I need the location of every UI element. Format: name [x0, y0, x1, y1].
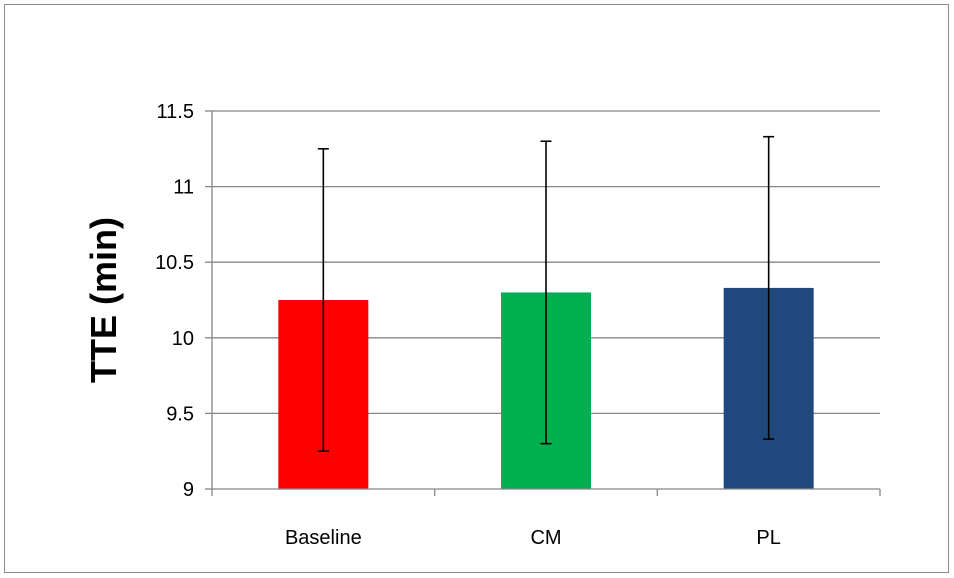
axes [205, 110, 881, 496]
error-bars [317, 135, 775, 453]
y-axis-label: TTE (min) [83, 217, 124, 383]
y-tick-label: 9 [183, 479, 194, 501]
y-tick-labels: 9 9.5 10 10.5 11 11.5 [155, 101, 194, 501]
x-tick-label: CM [530, 527, 561, 549]
y-tick-label: 11 [173, 177, 194, 199]
x-tick-labels: Baseline CM PL [285, 527, 781, 549]
y-tick-label: 9.5 [166, 403, 194, 425]
y-tick-label: 11.5 [157, 101, 194, 123]
y-tick-label: 10 [172, 328, 194, 350]
y-tick-label: 10.5 [155, 252, 194, 274]
x-tick-label: PL [756, 527, 780, 549]
x-tick-label: Baseline [285, 527, 362, 549]
